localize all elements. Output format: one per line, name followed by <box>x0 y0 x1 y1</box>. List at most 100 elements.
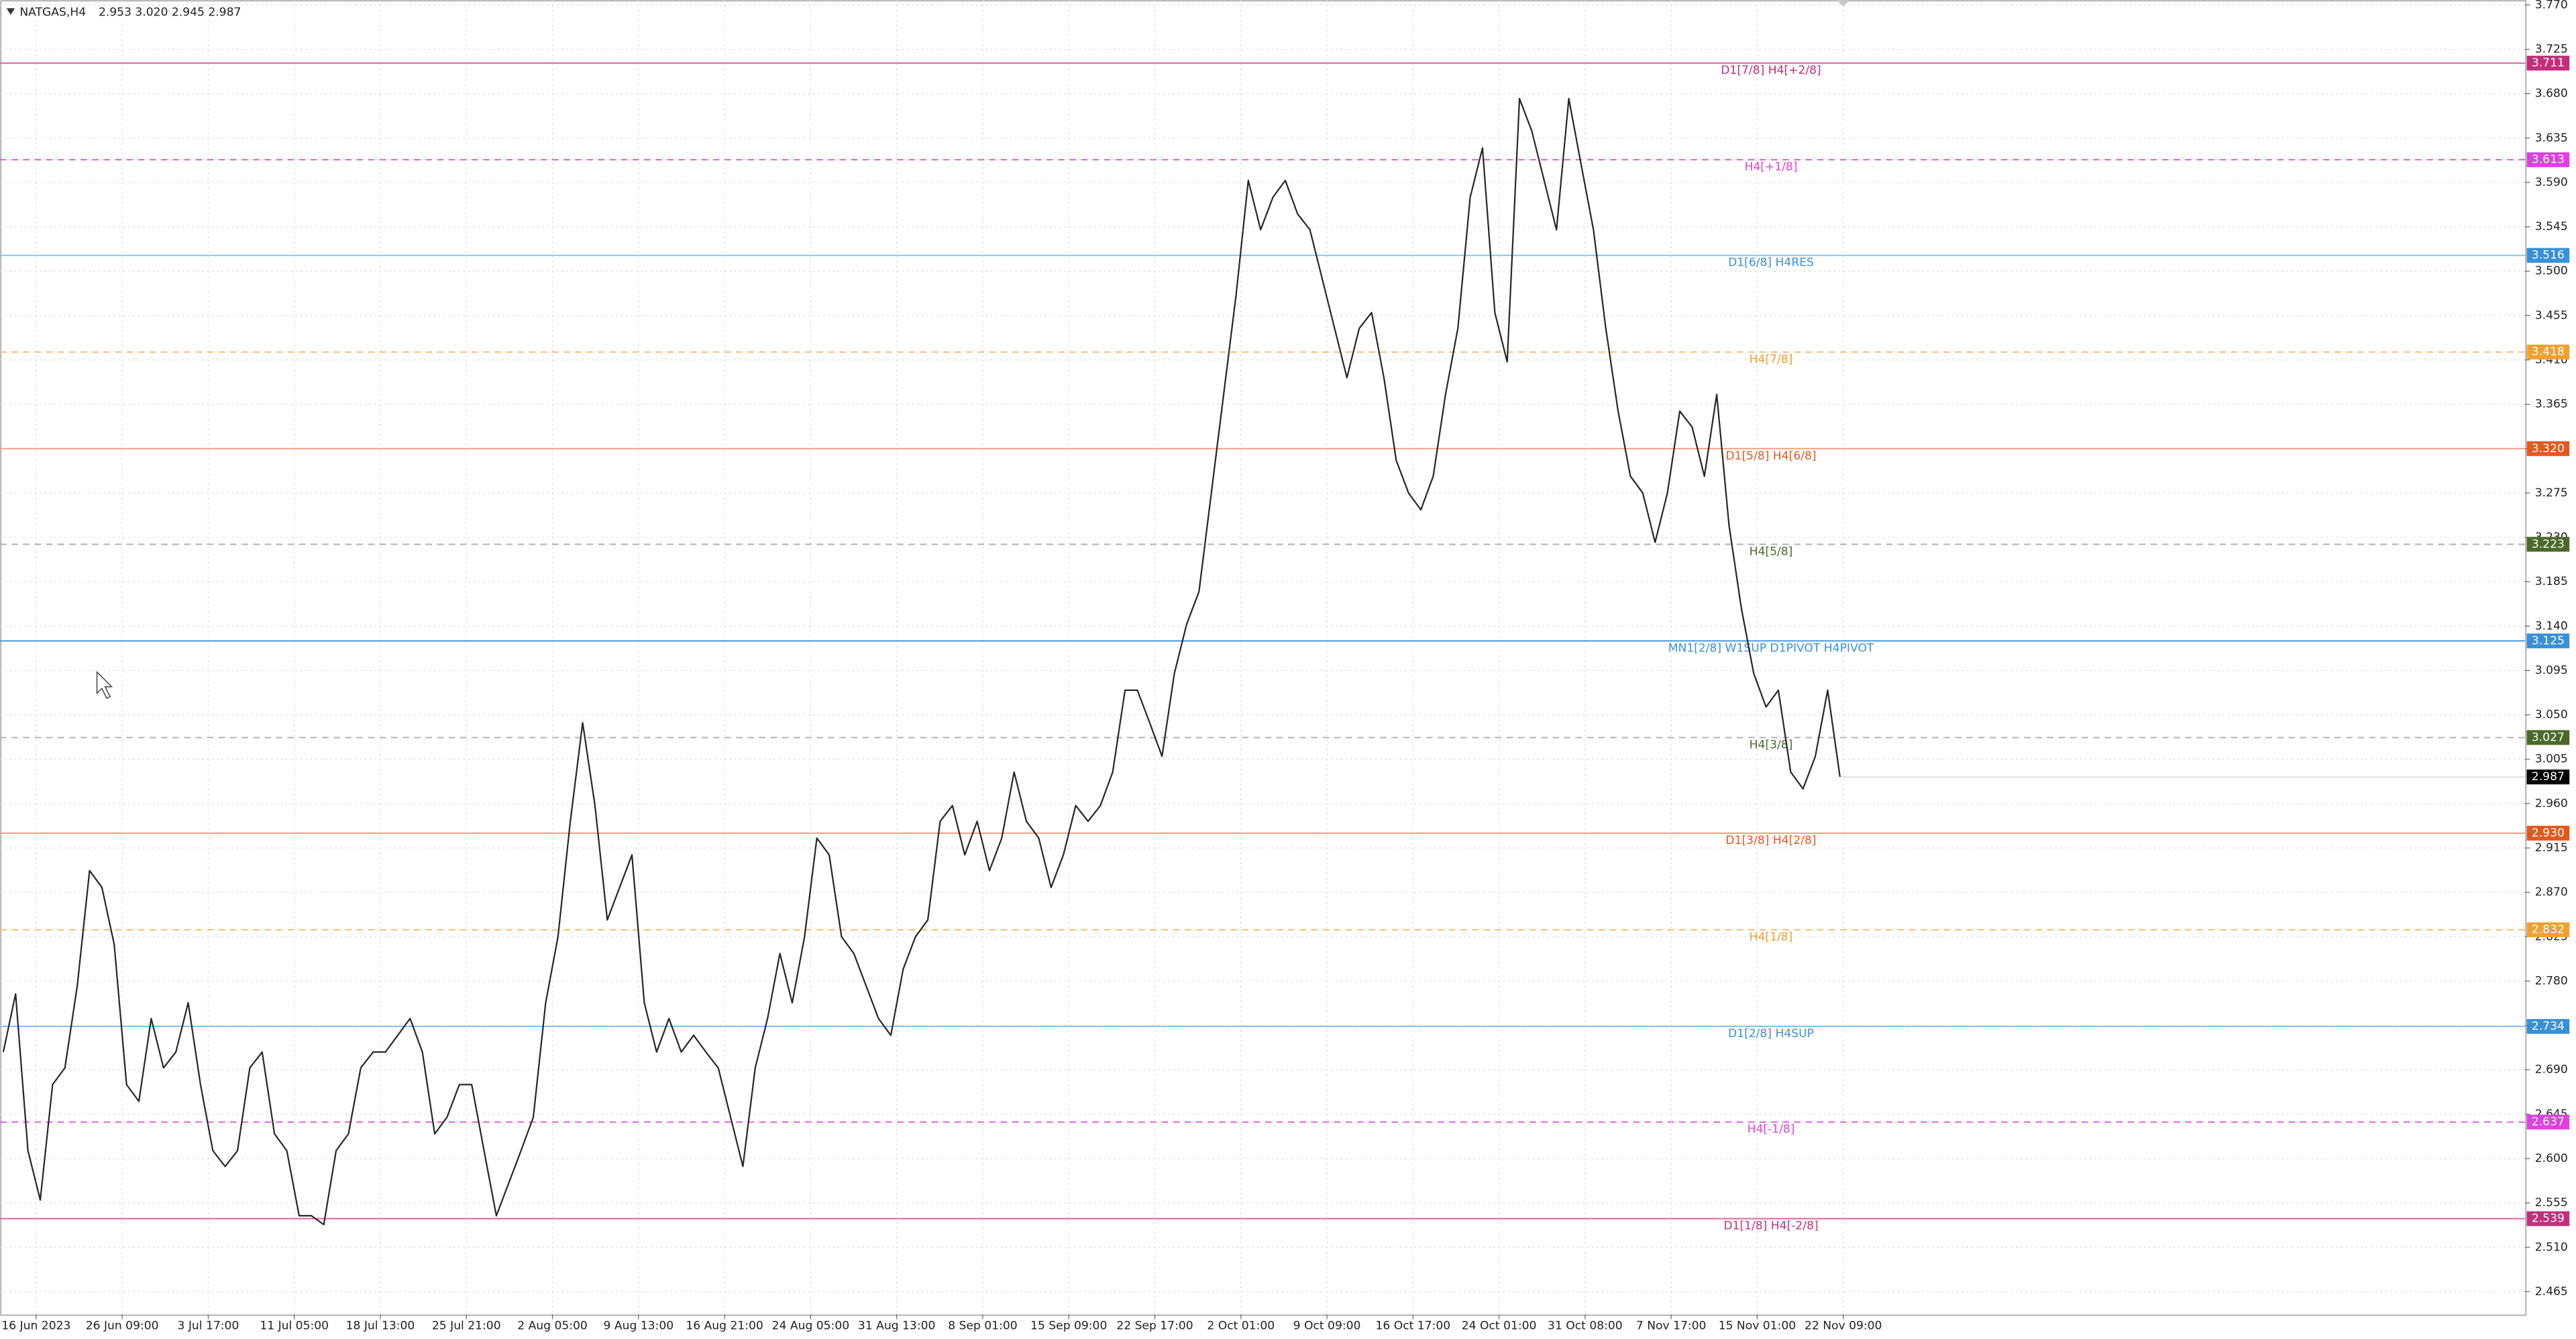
y-tick-label: 3.770 <box>2535 0 2568 11</box>
x-tick-label: 16 Jun 2023 <box>1 1319 70 1332</box>
price-tag-label: 3.613 <box>2532 153 2565 166</box>
x-tick-label: 18 Jul 13:00 <box>346 1319 415 1332</box>
mouse-cursor <box>96 670 113 699</box>
x-tick-label: 24 Oct 01:00 <box>1462 1319 1537 1332</box>
series <box>2 97 1841 1226</box>
symbol: NATGAS,H4 <box>19 5 86 19</box>
price-line <box>2 97 1841 1226</box>
x-tick-label: 15 Sep 09:00 <box>1030 1319 1107 1332</box>
x-tick-label: 9 Aug 13:00 <box>604 1319 674 1332</box>
price-tag <box>2526 1019 2570 1034</box>
y-tick-label: 3.095 <box>2535 663 2568 677</box>
price-tag-label: 2.539 <box>2532 1212 2565 1226</box>
grid <box>0 0 2526 1315</box>
x-tick-label: 26 Jun 09:00 <box>86 1319 159 1332</box>
price-tag <box>2526 152 2570 168</box>
price-tag-label: 3.711 <box>2532 56 2565 70</box>
price-tag-label: 3.320 <box>2532 442 2565 456</box>
price-tag <box>2526 1211 2570 1226</box>
level-label: D1[6/8] H4RES <box>1728 256 1814 270</box>
last-price-tag <box>2526 769 2570 785</box>
price-tag <box>2526 344 2570 360</box>
x-tick-label: 16 Aug 21:00 <box>686 1319 763 1332</box>
price-tag-label: 2.832 <box>2532 923 2565 936</box>
y-tick-label: 2.960 <box>2535 797 2568 810</box>
y-tick-label: 3.545 <box>2535 220 2568 233</box>
x-tick-label: 31 Oct 08:00 <box>1548 1319 1623 1332</box>
x-tick-label: 16 Oct 17:00 <box>1375 1319 1450 1332</box>
level-label: D1[1/8] H4[-2/8] <box>1723 1220 1818 1233</box>
level-label: H4[+1/8] <box>1744 160 1797 174</box>
levels: D1[7/8] H4[+2/8] H4[+1/8] D1[6/8] H4RES H4[… <box>0 62 2526 1233</box>
price-tag-label: 3.125 <box>2532 634 2565 647</box>
x-tick-label: 22 Sep 17:00 <box>1116 1319 1193 1332</box>
y-tick-label: 3.275 <box>2535 486 2568 500</box>
y-tick-label: 3.680 <box>2535 87 2568 101</box>
price-tag-label: 3.418 <box>2532 345 2565 359</box>
y-tick-label: 3.455 <box>2535 309 2568 322</box>
price-tag-label: 3.027 <box>2532 731 2565 744</box>
y-tick-label: 2.915 <box>2535 841 2568 855</box>
y-tick-label: 3.050 <box>2535 708 2568 722</box>
x-tick-label: 2 Aug 05:00 <box>517 1319 588 1332</box>
price-tag <box>2526 56 2570 71</box>
price-tag-label: 3.223 <box>2532 537 2565 551</box>
level-label: H4[1/8] <box>1750 930 1793 944</box>
x-tick-label: 11 Jul 05:00 <box>260 1319 329 1332</box>
y-tick-label: 3.005 <box>2535 753 2568 766</box>
y-tick-label: 2.690 <box>2535 1063 2568 1077</box>
level-label: H4[5/8] <box>1750 545 1793 558</box>
menu-arrow[interactable] <box>6 8 15 15</box>
price-tag-label: 2.734 <box>2532 1020 2565 1033</box>
level-label: D1[2/8] H4SUP <box>1728 1027 1814 1040</box>
level-label: H4[3/8] <box>1750 738 1793 751</box>
level-label: H4[-1/8] <box>1748 1123 1795 1136</box>
price-tag <box>2526 922 2570 938</box>
price-tag-label: 3.516 <box>2532 249 2565 262</box>
price-tag <box>2526 248 2570 263</box>
x-tick-label: 31 Aug 13:00 <box>858 1319 935 1332</box>
x-tick-label: 9 Oct 09:00 <box>1293 1319 1361 1332</box>
plot-frame <box>0 0 2527 1316</box>
price-tag <box>2526 825 2570 841</box>
x-tick-label: 22 Nov 09:00 <box>1805 1319 1882 1332</box>
y-tick-label: 3.590 <box>2535 176 2568 189</box>
price-tag <box>2526 537 2570 552</box>
y-tick-label: 2.510 <box>2535 1240 2568 1254</box>
level-label: D1[7/8] H4[+2/8] <box>1721 64 1821 77</box>
price-tag <box>2526 1114 2570 1130</box>
y-tick-label: 2.555 <box>2535 1196 2568 1210</box>
y-tick-label: 2.600 <box>2535 1152 2568 1165</box>
x-tick-label: 25 Jul 21:00 <box>432 1319 501 1332</box>
price-tag-label: 2.930 <box>2532 826 2565 840</box>
y-tick-label: 3.365 <box>2535 398 2568 411</box>
y-tick-label: 3.185 <box>2535 575 2568 588</box>
y-tick-label: 3.140 <box>2535 619 2568 633</box>
y-tick-label: 2.465 <box>2535 1285 2568 1298</box>
level-label: MN1[2/8] W1SUP D1PIVOT H4PIVOT <box>1668 641 1874 655</box>
y-tick-label: 3.725 <box>2535 43 2568 56</box>
x-tick-label: 15 Nov 01:00 <box>1719 1319 1796 1332</box>
y-tick-label: 2.780 <box>2535 974 2568 987</box>
y-tick-label: 3.635 <box>2535 131 2568 145</box>
price-tag-label: 2.637 <box>2532 1116 2565 1129</box>
level-label: D1[3/8] H4[2/8] <box>1725 834 1816 847</box>
price-tag <box>2526 633 2570 649</box>
y-tick-label: 3.500 <box>2535 264 2568 278</box>
shift-marker <box>1836 0 1850 7</box>
x-tick-label: 24 Aug 05:00 <box>772 1319 849 1332</box>
x-tick-label: 8 Sep 01:00 <box>948 1319 1017 1332</box>
price-tag <box>2526 730 2570 745</box>
ohlc: 2.953 3.020 2.945 2.987 <box>99 5 241 19</box>
x-tick-label: 2 Oct 01:00 <box>1207 1319 1275 1332</box>
y-tick-label: 2.870 <box>2535 886 2568 899</box>
last-price-label: 2.987 <box>2532 770 2565 784</box>
x-tick-label: 3 Jul 17:00 <box>178 1319 239 1332</box>
level-label: D1[5/8] H4[6/8] <box>1725 449 1816 463</box>
price-tag <box>2526 441 2570 456</box>
level-label: H4[7/8] <box>1750 353 1793 366</box>
